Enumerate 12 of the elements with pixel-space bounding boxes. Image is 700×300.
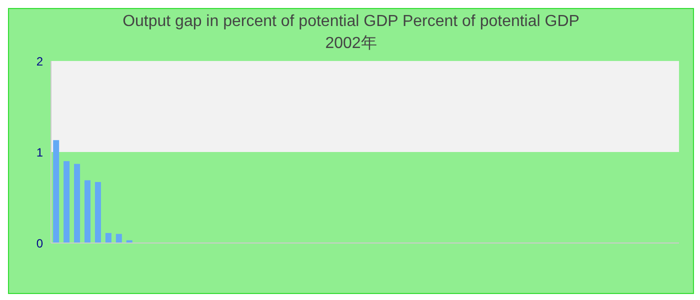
bar: [53, 140, 60, 243]
y-tick-label: 1: [36, 145, 44, 160]
bar: [84, 180, 90, 243]
bar: [74, 164, 80, 243]
chart-title: Output gap in percent of potential GDP Percent of potential GDP: [122, 12, 580, 32]
y-tick-label: 0: [36, 236, 44, 250]
chart-subtitle: 2002年: [324, 34, 378, 54]
bar: [116, 234, 122, 243]
bar: [105, 232, 112, 243]
bar: [94, 182, 101, 243]
y-tick-label: 2: [36, 54, 44, 68]
bar: [64, 161, 70, 243]
